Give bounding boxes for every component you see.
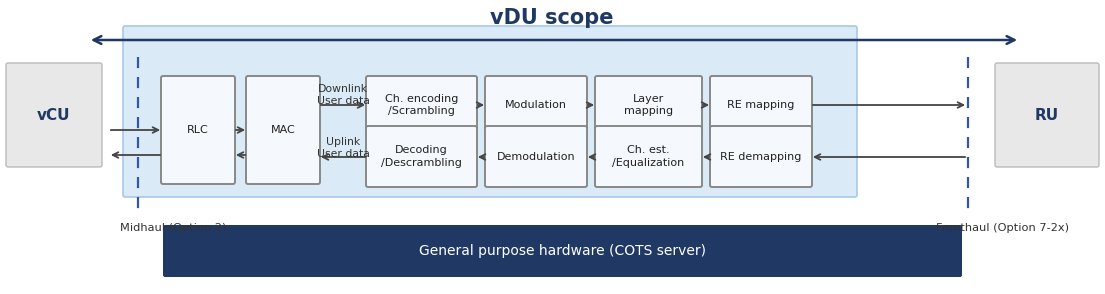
Text: vCU: vCU: [38, 108, 71, 123]
FancyBboxPatch shape: [711, 76, 812, 134]
Text: Demodulation: Demodulation: [496, 151, 576, 161]
Text: Decoding
/Descrambling: Decoding /Descrambling: [381, 145, 462, 168]
Text: General purpose hardware (COTS server): General purpose hardware (COTS server): [419, 244, 706, 258]
Text: RE mapping: RE mapping: [727, 100, 794, 110]
Text: Modulation: Modulation: [505, 100, 567, 110]
FancyBboxPatch shape: [6, 63, 102, 167]
FancyBboxPatch shape: [594, 126, 702, 187]
FancyBboxPatch shape: [485, 126, 587, 187]
Text: Downlink
User data: Downlink User data: [316, 84, 369, 106]
Text: Layer
mapping: Layer mapping: [624, 94, 673, 116]
FancyBboxPatch shape: [123, 26, 857, 197]
FancyBboxPatch shape: [246, 76, 320, 184]
FancyBboxPatch shape: [366, 126, 477, 187]
FancyBboxPatch shape: [994, 63, 1099, 167]
Text: Fronthaul (Option 7-2x): Fronthaul (Option 7-2x): [937, 223, 1070, 233]
FancyBboxPatch shape: [711, 126, 812, 187]
Text: MAC: MAC: [271, 125, 295, 135]
Text: RLC: RLC: [187, 125, 209, 135]
Text: Midhaul (Option 2): Midhaul (Option 2): [119, 223, 227, 233]
FancyBboxPatch shape: [164, 225, 962, 277]
FancyBboxPatch shape: [161, 76, 235, 184]
FancyBboxPatch shape: [485, 76, 587, 134]
Text: RE demapping: RE demapping: [720, 151, 802, 161]
Text: Ch. encoding
/Scrambling: Ch. encoding /Scrambling: [385, 94, 459, 116]
Text: Ch. est.
/Equalization: Ch. est. /Equalization: [612, 145, 685, 168]
Text: RU: RU: [1035, 108, 1059, 123]
Text: Uplink
User data: Uplink User data: [316, 137, 369, 159]
Text: vDU scope: vDU scope: [491, 8, 613, 28]
FancyBboxPatch shape: [594, 76, 702, 134]
FancyBboxPatch shape: [366, 76, 477, 134]
